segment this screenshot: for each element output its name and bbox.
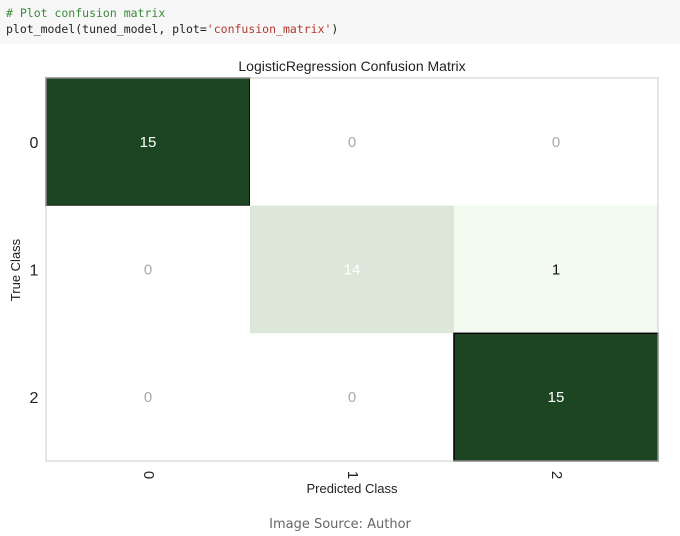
x-tick-label-2: 2 xyxy=(548,471,565,479)
x-tick-label-0: 0 xyxy=(140,471,157,479)
cell-value-0-1: 0 xyxy=(348,134,356,151)
code-comment: # Plot confusion matrix xyxy=(6,6,166,20)
cell-value-0-0: 15 xyxy=(140,134,157,151)
cell-value-0-2: 0 xyxy=(552,134,560,151)
heatmap-cell-2-0 xyxy=(46,333,250,461)
heatmap-cell-0-0 xyxy=(45,77,251,207)
confusion-matrix-chart: LogisticRegression Confusion Matrix Pred… xyxy=(8,58,659,496)
image-caption: Image Source: Author xyxy=(269,517,411,532)
code-call-prefix: plot_model(tuned_model, plot= xyxy=(6,22,207,36)
heatmap-cell-0-2 xyxy=(454,78,658,206)
heatmap-cell-1-2 xyxy=(454,205,658,334)
heatmap-cell-1-1 xyxy=(250,205,454,334)
cell-value-1-0: 0 xyxy=(144,262,152,279)
x-axis-label: Predicted Class xyxy=(306,481,398,496)
plot-frame xyxy=(45,77,659,462)
x-tick-label-1: 1 xyxy=(344,471,361,479)
code-call-suffix: ) xyxy=(331,22,339,36)
cell-value-1-2: 1 xyxy=(552,262,560,279)
cell-value-2-0: 0 xyxy=(144,389,152,406)
cell-value-1-1: 14 xyxy=(344,262,361,279)
heatmap-cell-0-1 xyxy=(250,78,454,206)
cell-value-2-2: 15 xyxy=(548,389,565,406)
heatmap-cell-2-1 xyxy=(250,333,454,461)
code-call-string: 'confusion_matrix' xyxy=(206,22,332,36)
chart-title: LogisticRegression Confusion Matrix xyxy=(238,58,465,74)
y-tick-label-2: 2 xyxy=(30,390,39,407)
y-axis-label: True Class xyxy=(8,238,23,301)
y-tick-label-1: 1 xyxy=(30,263,39,280)
heatmap-cell-1-0 xyxy=(46,205,250,334)
code-cell[interactable]: # Plot confusion matrix plot_model(tuned… xyxy=(0,0,680,44)
y-tick-label-0: 0 xyxy=(30,135,39,152)
cell-value-2-1: 0 xyxy=(348,389,356,406)
